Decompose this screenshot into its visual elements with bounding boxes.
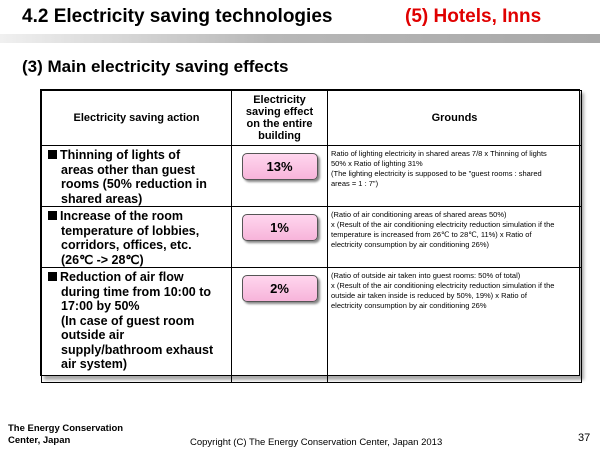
grounds-cell: Ratio of lighting electricity in shared … xyxy=(327,145,582,207)
action-cell: Reduction of air flow during time from 1… xyxy=(41,267,232,383)
effect-value-badge: 2% xyxy=(241,275,318,302)
effect-value-badge: 1% xyxy=(241,214,318,241)
action-cell: Increase of the room temperature of lobb… xyxy=(41,206,232,268)
footer-copyright: Copyright (C) The Energy Conservation Ce… xyxy=(190,437,443,448)
header-action: Electricity saving action xyxy=(41,90,232,146)
grounds-cell: (Ratio of air conditioning areas of shar… xyxy=(327,206,582,268)
header-grounds: Grounds xyxy=(327,90,582,146)
effect-cell: 13% xyxy=(231,145,328,207)
effect-cell: 2% xyxy=(231,267,328,383)
section-title: (5) Hotels, Inns xyxy=(405,6,542,27)
table-header-row: Electricity saving action Electricity sa… xyxy=(41,90,582,146)
action-cell: Thinning of lights of areas other than g… xyxy=(41,145,232,207)
effect-cell: 1% xyxy=(231,206,328,268)
bullet-square-icon xyxy=(48,150,57,159)
footer-organization: The Energy Conservation Center, Japan xyxy=(8,423,124,446)
header-effect: Electricity saving effect on the entire … xyxy=(231,90,328,146)
page-title: 4.2 Electricity saving technologies xyxy=(22,6,333,27)
slide-subtitle: (3) Main electricity saving effects xyxy=(22,57,289,76)
table-row: Reduction of air flow during time from 1… xyxy=(41,267,582,383)
table-row: Thinning of lights of areas other than g… xyxy=(41,145,582,207)
bullet-square-icon xyxy=(48,272,57,281)
grounds-cell: (Ratio of outside air taken into guest r… xyxy=(327,267,582,383)
title-divider xyxy=(0,34,600,43)
page-number: 37 xyxy=(578,432,591,444)
effect-value-badge: 13% xyxy=(241,153,318,180)
bullet-square-icon xyxy=(48,211,57,220)
title-bar: 4.2 Electricity saving technologies (5) … xyxy=(0,0,600,34)
effects-table: Electricity saving action Electricity sa… xyxy=(40,89,582,383)
table-row: Increase of the room temperature of lobb… xyxy=(41,206,582,268)
